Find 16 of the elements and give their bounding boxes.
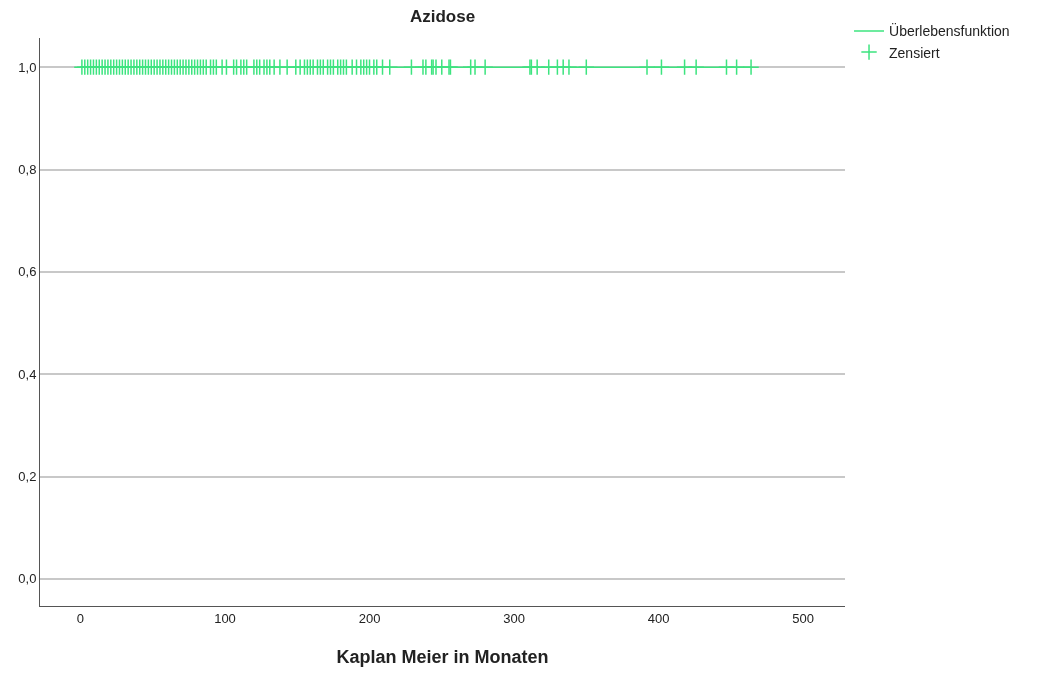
y-tick-label: 0,6 <box>18 264 37 280</box>
y-tick-label: 1,0 <box>18 59 37 75</box>
y-tick-label: 0,0 <box>18 571 37 587</box>
x-tick-label: 100 <box>214 610 236 626</box>
x-tick-label: 400 <box>647 610 670 626</box>
x-tick-label: 200 <box>358 610 381 626</box>
y-tick-label: 0,2 <box>18 469 37 485</box>
legend-label: Zensiert <box>889 44 940 61</box>
chart-title: Azidose <box>409 7 476 27</box>
y-tick-label: 0,8 <box>18 162 37 178</box>
legend-label: Überlebensfunktion <box>889 22 1010 40</box>
x-tick-label: 0 <box>76 610 85 626</box>
x-tick-label: 500 <box>792 610 814 626</box>
y-tick-label: 0,4 <box>18 366 37 382</box>
x-axis-title: Kaplan Meier in Monaten <box>336 646 549 667</box>
x-tick-label: 300 <box>503 610 525 626</box>
